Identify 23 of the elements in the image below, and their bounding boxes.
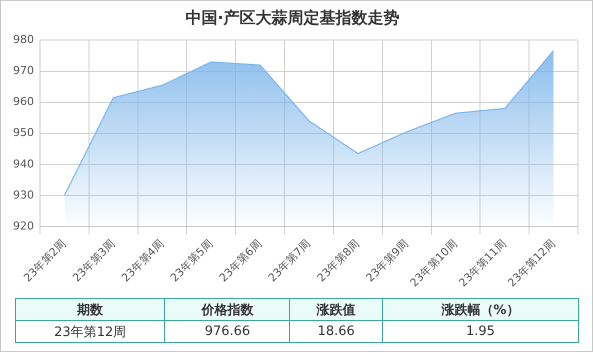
y-tick-label: 980: [12, 33, 34, 46]
x-tick-label: 23年第2周: [21, 237, 69, 285]
y-tick-label: 930: [12, 188, 34, 202]
y-tick-label: 950: [12, 126, 34, 140]
chart-title: 中国·产区大蒜周定基指数走势: [185, 8, 400, 27]
x-tick-label: 23年第6周: [216, 237, 264, 285]
text: 涨跌值: [290, 298, 382, 320]
text: 期数: [16, 298, 165, 320]
x-tick-label: 23年第8周: [314, 237, 362, 285]
x-tick-label: 23年第7周: [266, 237, 314, 285]
y-tick-label: 940: [12, 157, 34, 170]
text: 23年第12周: [16, 320, 165, 342]
y-tick-label: 920: [12, 219, 34, 232]
text: 976.66: [164, 320, 290, 342]
x-tick-label: 23年第5周: [168, 237, 216, 285]
text: 1.95: [382, 320, 578, 342]
x-tick-label: 23年第3周: [70, 237, 118, 285]
y-tick-label: 960: [12, 95, 34, 108]
x-tick-label: 23年第4周: [119, 237, 166, 285]
text: 18.66: [290, 320, 382, 342]
y-tick-label: 970: [12, 64, 34, 78]
text: 涨跌幅（%）: [382, 298, 578, 320]
text: 价格指数: [164, 298, 290, 320]
